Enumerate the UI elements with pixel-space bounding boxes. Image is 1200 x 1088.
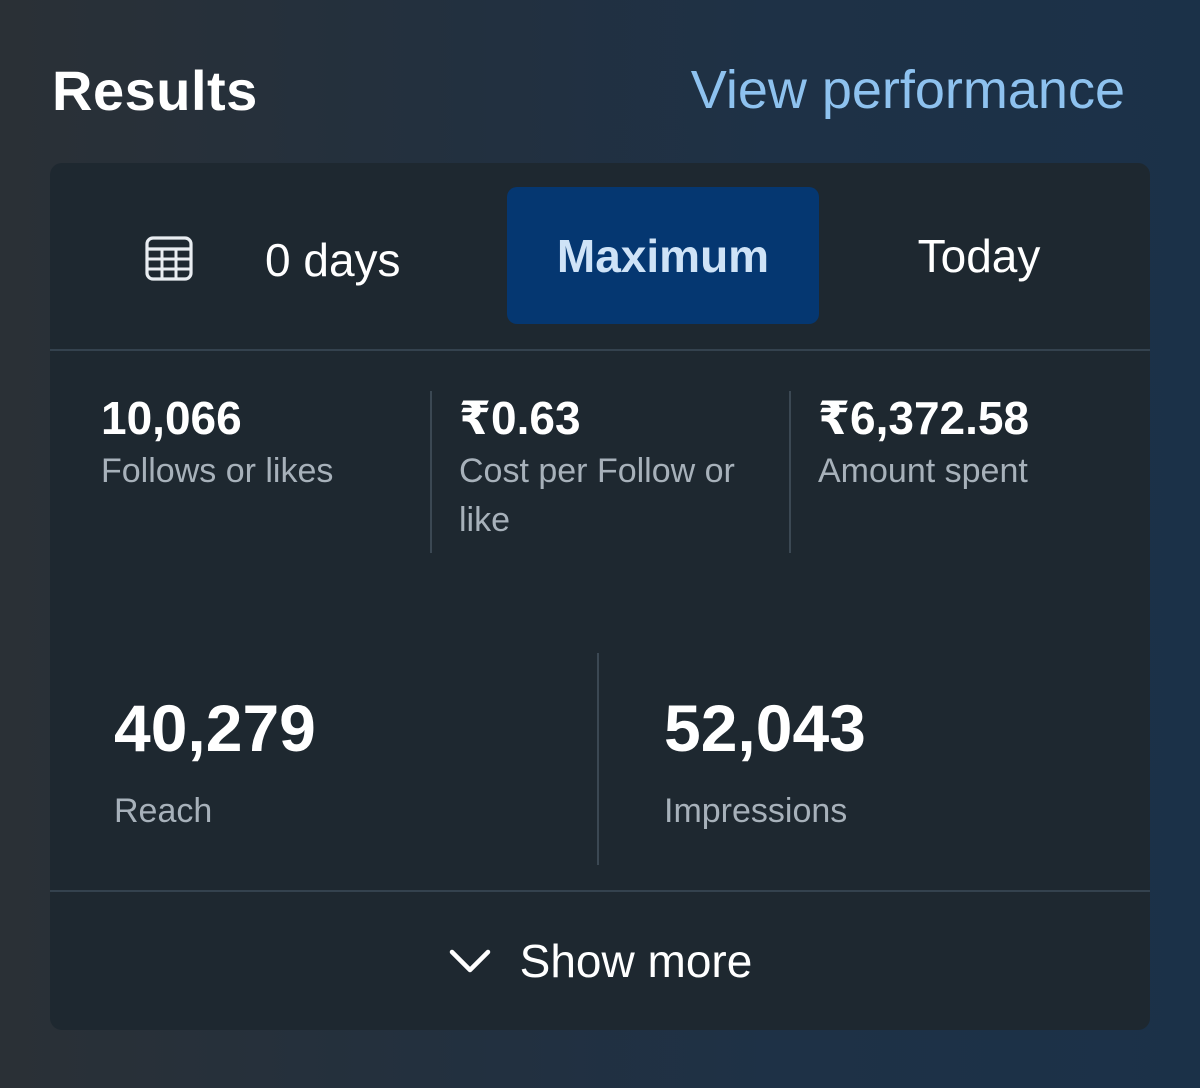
metric-value: ₹6,372.58 <box>818 392 1030 444</box>
page-title: Results <box>52 58 258 122</box>
metric-value: 10,066 <box>101 392 242 444</box>
chevron-down-icon <box>449 949 490 973</box>
date-range-days[interactable]: 0 days <box>265 234 401 286</box>
metric-value: ₹0.63 <box>459 392 581 444</box>
metric-follows-or-likes: 10,066 Follows or likes <box>101 391 421 496</box>
tab-maximum[interactable]: Maximum <box>507 187 819 324</box>
metric-label: Amount spent <box>818 452 1028 490</box>
results-card: 0 days Maximum Today 10,066 Follows or l… <box>50 163 1150 1030</box>
metric-value: 52,043 <box>664 691 866 765</box>
date-range-bar: 0 days Maximum Today <box>50 163 1150 351</box>
metric-label: Impressions <box>664 792 848 830</box>
metric-label: Follows or likes <box>101 452 334 490</box>
show-more-label: Show more <box>519 935 753 987</box>
divider <box>430 391 432 553</box>
metric-cost-per-follow: ₹0.63 Cost per Follow or like <box>459 391 789 545</box>
divider <box>597 653 599 865</box>
metric-label: Reach <box>114 792 213 830</box>
view-performance-link[interactable]: View performance <box>690 60 1125 120</box>
metric-value: 40,279 <box>114 691 316 765</box>
divider <box>789 391 791 553</box>
results-header: Results View performance <box>52 58 1125 122</box>
metric-amount-spent: ₹6,372.58 Amount spent <box>818 391 1138 496</box>
tab-today[interactable]: Today <box>917 229 1041 282</box>
bottom-metrics: 40,279 Reach 52,043 Impressions <box>50 653 1150 868</box>
metric-label: Cost per Follow or like <box>459 452 735 539</box>
calendar-icon[interactable] <box>144 233 194 283</box>
show-more-button[interactable]: Show more <box>50 890 1150 1030</box>
top-metrics: 10,066 Follows or likes ₹0.63 Cost per F… <box>50 391 1150 556</box>
metric-reach: 40,279 Reach <box>114 689 534 836</box>
metric-impressions: 52,043 Impressions <box>664 689 1084 836</box>
